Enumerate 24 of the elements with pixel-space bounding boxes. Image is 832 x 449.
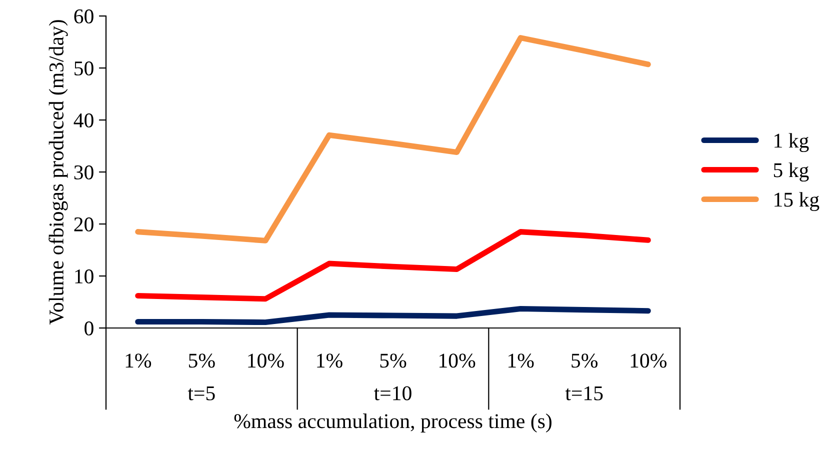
x-tick-label: 5% <box>380 354 406 368</box>
y-tick-label: 10 <box>75 269 94 284</box>
x-tick-label: 1% <box>317 354 342 368</box>
y-tick-label: 40 <box>74 113 94 128</box>
legend-label: 5 kg <box>774 162 809 182</box>
legend-label: 15 kg <box>774 192 820 212</box>
x-axis-title: %mass accumulation, process time (s) <box>234 414 552 432</box>
x-tick-label: 10% <box>440 354 476 368</box>
text: t=10 <box>374 386 412 400</box>
y-axis-title: Volume ofbiogas produced (m3/day) <box>48 20 68 325</box>
x-tick-label: 1% <box>508 354 534 368</box>
y-tick-label: 20 <box>74 217 94 232</box>
legend-label: 1 kg <box>774 133 809 152</box>
x-tick-label: 5% <box>572 354 598 368</box>
x-tick-label: 1% <box>126 354 152 368</box>
x-tick-label: 10% <box>630 354 666 368</box>
text: t=15 <box>565 386 603 400</box>
x-tick-label: 5% <box>188 354 215 368</box>
y-tick-label: 60 <box>74 9 94 24</box>
x-tick-label: 10% <box>248 354 284 368</box>
y-tick-label: 0 <box>84 321 94 336</box>
y-tick-label: 30 <box>74 165 94 180</box>
text: t=5 <box>188 386 215 400</box>
y-tick-label: 50 <box>74 61 94 76</box>
